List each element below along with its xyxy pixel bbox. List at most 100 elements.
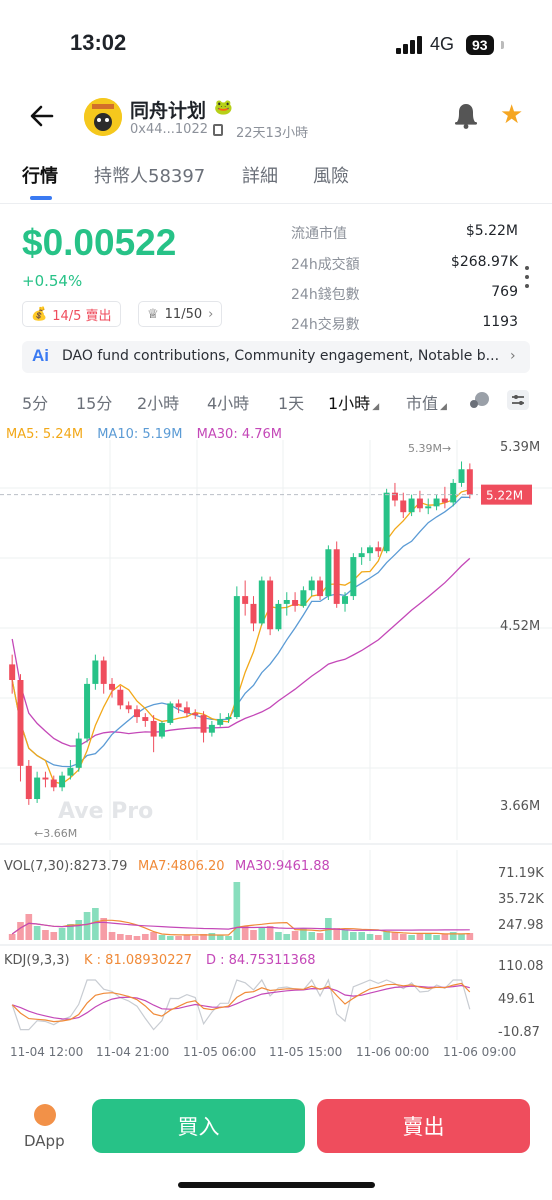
market-cap-toggle[interactable]: 市值 ◢ bbox=[406, 390, 447, 414]
candle-body bbox=[100, 660, 107, 684]
volume-bar bbox=[316, 933, 324, 940]
timeframe-4h[interactable]: 4小時 bbox=[207, 394, 250, 413]
candle-body bbox=[192, 713, 199, 716]
volume-bar bbox=[283, 934, 291, 940]
tab-details[interactable]: 詳細 bbox=[242, 166, 278, 187]
candle-body bbox=[208, 724, 215, 733]
sell-button[interactable]: 賣出 bbox=[317, 1099, 530, 1153]
candle-body bbox=[9, 664, 16, 680]
candle-body bbox=[275, 603, 282, 630]
indicator-dots-icon[interactable] bbox=[468, 389, 492, 411]
price-axis-label: 3.66M bbox=[500, 799, 540, 814]
candle-body bbox=[292, 600, 299, 606]
stat-label: 流通市值 bbox=[291, 226, 347, 242]
volume-bar bbox=[458, 934, 465, 940]
volume-bar bbox=[225, 936, 232, 940]
volume-bar bbox=[83, 912, 91, 940]
tab-market[interactable]: 行情 bbox=[22, 166, 58, 187]
volume-bar bbox=[58, 928, 66, 940]
price-change: +0.54% bbox=[22, 272, 83, 290]
status-time: 13:02 bbox=[70, 30, 127, 55]
sell-ratio-badge[interactable]: 💰 14/5 賣出 bbox=[22, 301, 121, 327]
bell-icon[interactable] bbox=[452, 100, 480, 130]
candle-body bbox=[117, 689, 124, 706]
ai-summary-bar[interactable] bbox=[22, 341, 530, 373]
stat-value: $5.22M bbox=[465, 223, 518, 239]
candle-body bbox=[416, 498, 423, 509]
candle-body bbox=[408, 498, 415, 513]
volume-bar bbox=[358, 932, 365, 940]
ma30-line bbox=[11, 557, 471, 747]
volume-bar bbox=[250, 930, 257, 940]
price-chart[interactable]: Ave Pro 5.22M 5.39M 4.52M 3.66M 5.39M→ ←3.66M V… bbox=[0, 440, 552, 1070]
volume-bar bbox=[258, 928, 266, 940]
timeframe-5m[interactable]: 5分 bbox=[22, 394, 49, 413]
dapp-label[interactable]: DApp bbox=[24, 1132, 65, 1150]
candle-body bbox=[34, 777, 41, 800]
more-options-icon[interactable] bbox=[524, 266, 530, 288]
token-name: 同舟计划 bbox=[130, 100, 207, 122]
vol-axis-label: 247.98 bbox=[498, 918, 544, 933]
candle-body bbox=[200, 715, 207, 733]
candle-body bbox=[42, 777, 49, 780]
timeframe-15m[interactable]: 15分 bbox=[76, 394, 113, 413]
volume-bar bbox=[158, 935, 166, 940]
volume-bar bbox=[67, 924, 74, 940]
volume-bar bbox=[117, 934, 124, 940]
buy-button[interactable]: 買入 bbox=[92, 1099, 305, 1153]
candle-body bbox=[225, 717, 232, 720]
candle-body bbox=[92, 660, 99, 684]
volume-bar bbox=[125, 935, 132, 940]
price-axis-label: 4.52M bbox=[500, 619, 540, 634]
candle-body bbox=[109, 683, 116, 690]
volume-bar bbox=[33, 926, 41, 940]
candle-body bbox=[242, 596, 249, 604]
dapp-icon[interactable] bbox=[34, 1104, 56, 1126]
chevron-right-icon: › bbox=[208, 306, 214, 322]
time-axis-label: 11-04 21:00 bbox=[96, 1045, 169, 1059]
timeframe-1h[interactable]: 1小時 ◢ bbox=[328, 390, 379, 414]
ma30-label: MA30: 4.76M bbox=[196, 427, 282, 442]
tab-holders[interactable]: 持幣人58397 bbox=[94, 166, 206, 187]
holders-badge[interactable]: ♕ 11/50 › bbox=[138, 301, 223, 327]
active-tab-indicator bbox=[30, 196, 52, 200]
token-address[interactable]: 0x44...1022 bbox=[130, 122, 208, 137]
candle-body bbox=[366, 547, 373, 554]
tab-risk[interactable]: 風險 bbox=[313, 166, 349, 187]
candle-body bbox=[59, 775, 66, 788]
token-logo-icon bbox=[84, 98, 122, 136]
settings-sliders-icon[interactable] bbox=[506, 389, 530, 411]
star-icon[interactable]: ★ bbox=[500, 100, 524, 130]
kdj-j-line bbox=[11, 978, 471, 1031]
candle-body bbox=[283, 600, 290, 604]
candle-body bbox=[75, 738, 82, 768]
signal-icon bbox=[396, 36, 422, 54]
timeframe-2h[interactable]: 2小時 bbox=[137, 394, 180, 413]
copy-icon[interactable] bbox=[213, 124, 223, 136]
ma5-label: MA5: 5.24M bbox=[6, 427, 84, 442]
volume-bar bbox=[300, 928, 307, 940]
candle-body bbox=[258, 580, 265, 624]
current-price: $0.00522 bbox=[22, 222, 177, 263]
volume-bar bbox=[241, 926, 249, 940]
kdj-k-line bbox=[11, 982, 471, 1023]
volume-bar bbox=[42, 930, 49, 940]
volume-bar bbox=[350, 932, 357, 940]
back-arrow-icon[interactable] bbox=[28, 102, 56, 130]
volume-bar bbox=[399, 934, 407, 940]
candle-body bbox=[383, 492, 390, 552]
timeframe-1d[interactable]: 1天 bbox=[278, 394, 305, 413]
low-marker-label: ←3.66M bbox=[34, 827, 77, 840]
caret-icon: ◢ bbox=[372, 402, 380, 412]
candle-body bbox=[67, 767, 74, 776]
stat-label: 24h錢包數 bbox=[291, 287, 360, 303]
volume-bar bbox=[275, 932, 282, 940]
vol-axis-label: 35.72K bbox=[498, 892, 544, 907]
volume-bar bbox=[374, 935, 382, 940]
candle-body bbox=[333, 549, 340, 604]
timeframe-1h-label: 1小時 bbox=[328, 394, 371, 413]
time-axis-label: 11-06 09:00 bbox=[443, 1045, 516, 1059]
candle-body bbox=[133, 709, 140, 718]
candle-body bbox=[325, 549, 332, 597]
volume-bar bbox=[433, 935, 440, 940]
